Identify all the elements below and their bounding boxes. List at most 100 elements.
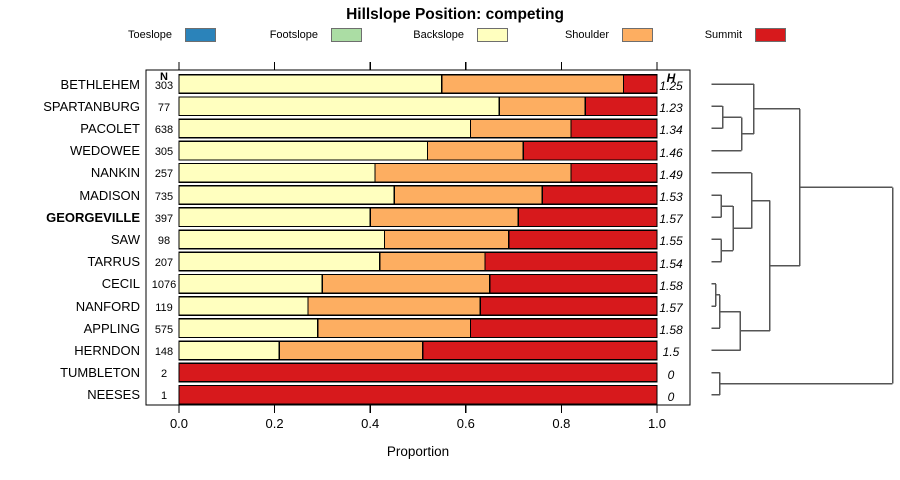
- bar-segment-backslope: [178, 207, 371, 228]
- row-label-nanford: NANFORD: [75, 298, 140, 314]
- bar-segment-summit: [422, 340, 658, 361]
- bar-segment-summit: [469, 318, 658, 339]
- bar-segment-shoulder: [307, 296, 481, 316]
- bar-segment-shoulder: [316, 318, 472, 339]
- h-value: 1.58: [659, 278, 683, 293]
- row-label-bethlehem: BETHLEHEM: [60, 76, 140, 92]
- n-value: 305: [154, 146, 174, 159]
- row-label-cecil: CECIL: [101, 276, 140, 292]
- bar-segment-shoulder: [278, 340, 424, 361]
- legend-label-footslope: Footslope: [269, 29, 318, 41]
- h-value: 1.57: [659, 212, 683, 227]
- h-value: 1.53: [659, 190, 683, 204]
- x-tick-label: 0.2: [265, 416, 284, 431]
- n-value: 119: [155, 301, 173, 314]
- x-tick-label: 0.4: [361, 416, 380, 431]
- bar-segment-backslope: [178, 140, 429, 161]
- bar-segment-shoulder: [393, 185, 543, 205]
- bar-segment-shoulder: [469, 118, 572, 139]
- h-value: 0: [667, 389, 675, 404]
- h-value: 1.55: [659, 234, 683, 249]
- legend-item-backslope: Backslope: [327, 26, 508, 44]
- bar-segment-backslope: [178, 251, 381, 272]
- n-value: 735: [154, 190, 174, 203]
- bar-segment-shoulder: [321, 273, 491, 294]
- bar-segment-backslope: [178, 273, 324, 294]
- bar-segment-shoulder: [383, 229, 510, 250]
- bar-segment-summit: [489, 273, 658, 294]
- bar-segment-shoulder: [374, 162, 572, 183]
- legend-label-toeslope: Toeslope: [127, 29, 172, 41]
- n-value: 397: [154, 212, 174, 225]
- bar-segment-backslope: [178, 185, 395, 205]
- legend-item-toeslope: Toeslope: [35, 26, 216, 44]
- bar-segment-backslope: [178, 74, 443, 94]
- x-tick-label: 0.6: [456, 416, 475, 431]
- bar-segment-backslope: [178, 318, 319, 339]
- row-label-pacolet: PACOLET: [80, 120, 140, 136]
- legend-swatch-summit: [755, 28, 786, 42]
- bar-segment-backslope: [178, 296, 309, 316]
- n-value: 98: [157, 234, 171, 247]
- h-value: 1.25: [659, 79, 683, 93]
- bar-segment-summit: [508, 229, 658, 250]
- legend-swatch-backslope: [477, 28, 508, 42]
- row-label-georgeville: GEORGEVILLE: [46, 209, 140, 225]
- row-label-saw: SAW: [110, 231, 140, 247]
- bar-segment-shoulder: [441, 74, 625, 94]
- bar-segment-shoulder: [498, 96, 586, 117]
- h-value: 1.46: [659, 145, 683, 160]
- n-value: 638: [154, 123, 174, 136]
- bar-segment-backslope: [178, 340, 281, 361]
- bar-segment-summit: [178, 362, 658, 383]
- bar-segment-shoulder: [379, 251, 486, 272]
- bar-segment-shoulder: [369, 207, 520, 228]
- n-value: 303: [154, 79, 174, 92]
- legend-label-backslope: Backslope: [413, 29, 464, 41]
- row-label-tumbleton: TUMBLETON: [60, 365, 140, 381]
- bar-segment-summit: [622, 74, 658, 94]
- n-value: 207: [154, 257, 174, 270]
- plot-frame: [145, 69, 691, 406]
- h-value: 1.58: [659, 323, 683, 338]
- n-value: 1076: [151, 279, 177, 292]
- h-value: 1.34: [659, 123, 683, 138]
- legend-item-shoulder: Shoulder: [472, 26, 653, 44]
- legend-swatch-shoulder: [622, 28, 653, 42]
- h-value: 0: [667, 367, 675, 382]
- row-label-herndon: HERNDON: [74, 342, 140, 358]
- h-value: 1.23: [659, 101, 683, 116]
- row-label-neeses: NEESES: [87, 387, 140, 403]
- x-tick-label: 0.0: [169, 416, 189, 431]
- h-value: 1.49: [659, 167, 683, 182]
- x-axis-title: Proportion: [386, 444, 450, 459]
- bar-segment-summit: [541, 185, 658, 205]
- x-tick-label: 0.8: [552, 416, 571, 431]
- h-value: 1.57: [659, 301, 683, 315]
- row-label-spartanburg: SPARTANBURG: [43, 98, 140, 114]
- chart-title: Hillslope Position: competing: [346, 6, 564, 23]
- bar-segment-backslope: [178, 162, 376, 183]
- x-tick-label: 1.0: [647, 416, 667, 431]
- bar-segment-summit: [584, 96, 658, 117]
- row-label-wedowee: WEDOWEE: [69, 143, 140, 159]
- n-value: 148: [154, 345, 174, 358]
- h-column-header: H: [666, 71, 676, 85]
- row-label-tarrus: TARRUS: [87, 254, 140, 270]
- bar-segment-shoulder: [426, 140, 524, 161]
- n-value: 1: [160, 390, 168, 403]
- bar-segment-summit: [570, 118, 658, 139]
- n-column-header: N: [160, 71, 168, 83]
- legend-swatch-footslope: [331, 28, 362, 42]
- bar-segment-summit: [570, 162, 658, 183]
- bar-segment-backslope: [178, 229, 386, 250]
- row-label-madison: MADISON: [79, 187, 140, 203]
- n-value: 257: [154, 168, 174, 181]
- bar-segment-summit: [484, 251, 658, 272]
- h-value: 1.5: [662, 345, 680, 360]
- n-value: 77: [157, 101, 171, 114]
- h-value: 1.54: [659, 256, 683, 271]
- bar-segment-summit: [178, 384, 658, 405]
